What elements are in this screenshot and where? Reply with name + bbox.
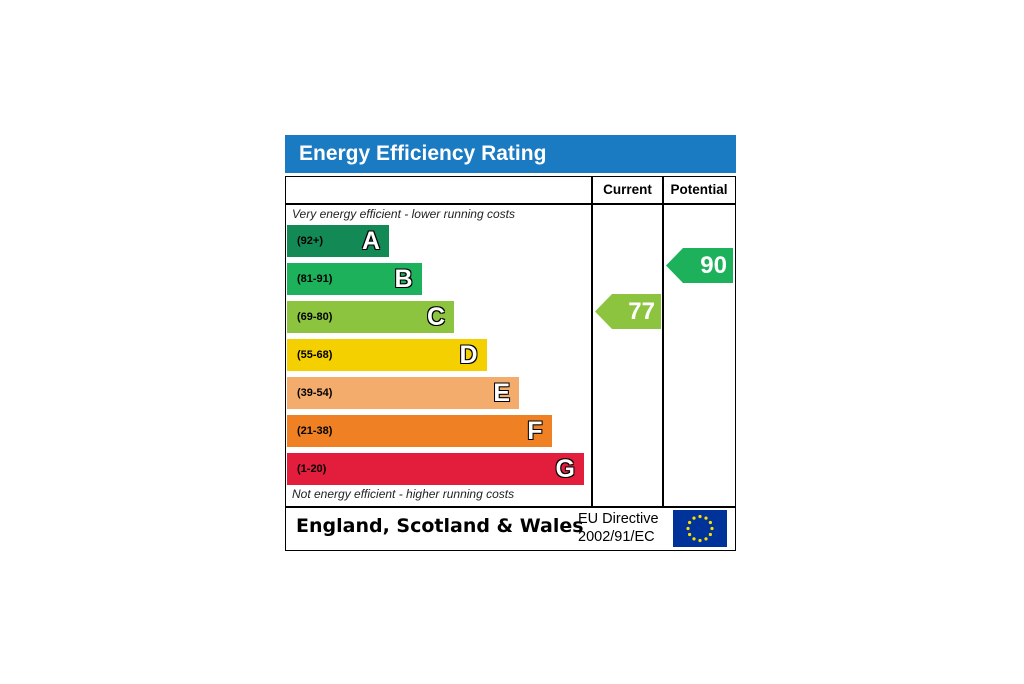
- band-letter: E: [493, 379, 510, 407]
- flag-star: [692, 516, 696, 520]
- band-letter: C: [426, 303, 445, 331]
- eu-flag-icon: [673, 510, 727, 547]
- epc-chart: Energy Efficiency Rating Current Potenti…: [285, 135, 736, 551]
- flag-star: [698, 514, 702, 519]
- band-letter: F: [527, 417, 543, 445]
- flag-star: [692, 537, 696, 541]
- band-range: (81-91): [297, 273, 333, 285]
- current-rating-marker: 77: [595, 294, 661, 329]
- flag-star: [704, 537, 708, 541]
- chart-title: Energy Efficiency Rating: [285, 135, 736, 173]
- flag-star: [710, 526, 714, 531]
- potential-rating-value: 90: [700, 252, 727, 279]
- potential-rating-marker: 90: [666, 248, 733, 283]
- flag-star: [708, 532, 712, 537]
- flag-star: [704, 516, 708, 520]
- flag-star: [688, 532, 692, 537]
- directive-line-1: EU Directive: [578, 511, 659, 527]
- rating-frame: Current Potential Very energy efficient …: [285, 176, 736, 551]
- potential-column-divider: [662, 177, 664, 508]
- footer-directive: EU Directive 2002/91/EC: [578, 510, 659, 546]
- flag-star: [688, 520, 692, 525]
- band-a: (92+) A: [287, 225, 389, 257]
- current-column-divider: [591, 177, 593, 508]
- header-divider: [286, 203, 735, 205]
- inefficient-caption: Not energy efficient - higher running co…: [292, 487, 515, 501]
- efficient-caption: Very energy efficient - lower running co…: [292, 207, 515, 221]
- current-column-header: Current: [603, 182, 652, 197]
- band-range: (39-54): [297, 387, 333, 399]
- band-range: (55-68): [297, 349, 333, 361]
- band-f: (21-38) F: [287, 415, 552, 447]
- band-letter: B: [394, 265, 413, 293]
- band-c: (69-80) C: [287, 301, 454, 333]
- band-letter: A: [361, 227, 380, 255]
- band-letter: D: [459, 341, 478, 369]
- flag-star: [708, 520, 712, 525]
- band-b: (81-91) B: [287, 263, 422, 295]
- band-range: (92+): [297, 235, 323, 247]
- band-range: (1-20): [297, 463, 327, 475]
- band-g: (1-20) G: [287, 453, 584, 485]
- footer-country: England, Scotland & Wales: [296, 515, 584, 537]
- band-letter: G: [555, 455, 575, 483]
- band-e: (39-54) E: [287, 377, 519, 409]
- band-range: (69-80): [297, 311, 333, 323]
- flag-star: [686, 526, 690, 531]
- band-d: (55-68) D: [287, 339, 487, 371]
- footer-divider: [286, 506, 735, 508]
- directive-line-2: 2002/91/EC: [578, 529, 655, 545]
- potential-column-header: Potential: [670, 182, 728, 197]
- flag-star: [698, 538, 702, 543]
- current-rating-value: 77: [628, 298, 655, 325]
- band-range: (21-38): [297, 425, 333, 437]
